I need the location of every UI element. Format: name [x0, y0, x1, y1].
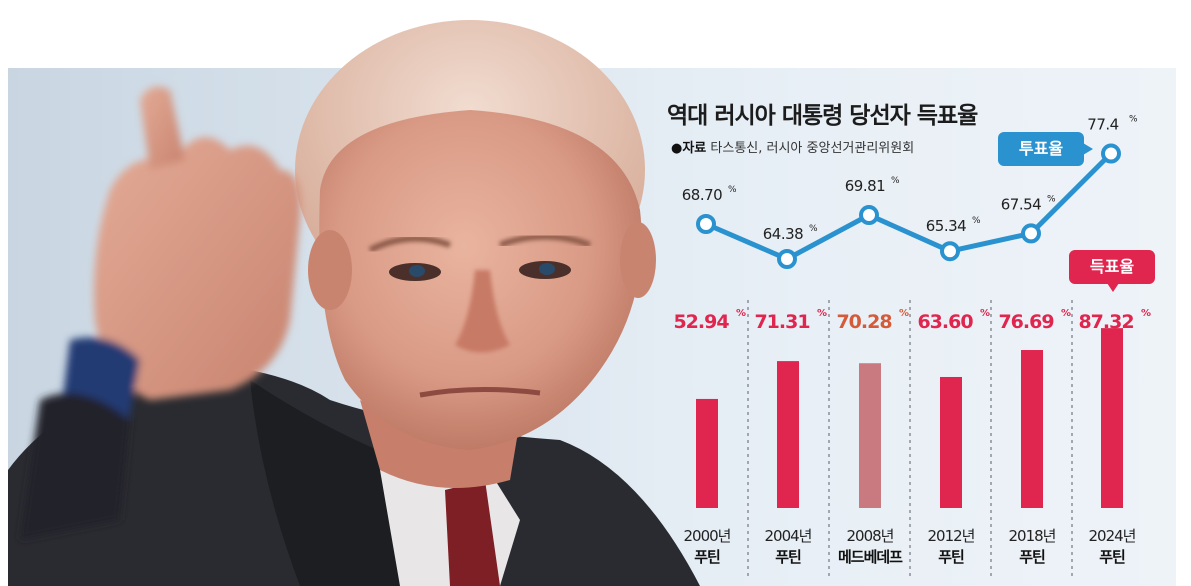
bar-1 [777, 361, 799, 508]
winner-label-4: 푸틴 [1019, 548, 1045, 566]
column-separators [747, 300, 1073, 578]
turnout-label-4: 67.54 [1001, 195, 1041, 213]
year-label-2: 2008년 [847, 527, 894, 545]
turnout-point-2 [859, 205, 879, 226]
bar-label-1: 71.31 [754, 311, 809, 333]
bar-label-unit-5: % [1141, 308, 1151, 319]
bar-4 [1021, 350, 1043, 508]
turnout-label-2: 69.81 [845, 177, 885, 195]
turnout-line [696, 143, 1121, 269]
turnout-label-unit-3: % [972, 216, 981, 226]
turnout-label-1: 64.38 [763, 225, 803, 243]
year-label-5: 2024년 [1089, 527, 1136, 545]
bar-label-4: 76.69 [998, 311, 1053, 333]
bar-label-unit-0: % [736, 308, 746, 319]
winner-label-5: 푸틴 [1099, 548, 1125, 566]
source-label: ●자료 [671, 141, 707, 156]
chart-source: ●자료 타스통신, 러시아 중앙선거관리위원회 [671, 137, 914, 156]
source-text: 타스통신, 러시아 중앙선거관리위원회 [710, 141, 915, 156]
bar-2 [859, 363, 881, 508]
bar-label-unit-4: % [1061, 308, 1071, 319]
year-label-3: 2012년 [928, 527, 975, 545]
turnout-label-0: 68.70 [682, 186, 722, 204]
winner-label-2: 메드베데프 [838, 548, 903, 566]
turnout-point-4 [1021, 223, 1041, 244]
turnout-label-unit-4: % [1047, 194, 1056, 204]
turnout-label-unit-0: % [728, 185, 737, 195]
winner-label-0: 푸틴 [694, 548, 720, 566]
chart-title: 역대 러시아 대통령 당선자 득표율 [667, 103, 978, 129]
turnout-label-unit-1: % [809, 224, 818, 234]
legend-vote-share-badge: 득표율 [1069, 250, 1155, 292]
bar-label-unit-2: % [899, 308, 909, 319]
turnout-label-3: 65.34 [926, 217, 966, 235]
year-label-4: 2018년 [1009, 527, 1056, 545]
turnout-polyline [705, 151, 1113, 262]
bar-label-5: 87.32 [1078, 311, 1133, 333]
year-label-0: 2000년 [684, 527, 731, 545]
bar-5 [1101, 328, 1123, 508]
portrait-photo [8, 20, 700, 586]
turnout-point-0 [696, 214, 716, 234]
bar-label-unit-1: % [817, 308, 827, 319]
turnout-point-3 [940, 241, 960, 262]
turnout-point-5 [1101, 143, 1121, 164]
bar-0 [696, 398, 718, 508]
winner-label-1: 푸틴 [775, 548, 801, 566]
turnout-label-unit-5: % [1129, 115, 1138, 125]
bar-3 [940, 376, 962, 508]
turnout-point-1 [777, 248, 797, 269]
turnout-label-5: 77.4 [1087, 116, 1118, 134]
bar-label-3: 63.60 [917, 311, 973, 333]
winner-label-3: 푸틴 [938, 548, 964, 566]
turnout-labels: 68.70 % 64.38 % 69.81 % 65.34 % 67.54 % 77.4% [682, 115, 1138, 243]
year-label-1: 2004년 [765, 527, 812, 545]
vote-share-labels: 52.94% 71.31% 70.28% 63.60% 76.69% 87.32% [673, 308, 1151, 333]
bar-label-2: 70.28 [836, 311, 892, 333]
bar-label-0: 52.94 [673, 311, 729, 333]
turnout-label-unit-2: % [891, 176, 900, 186]
bar-label-unit-3: % [980, 308, 990, 319]
legend-turnout-badge: 투표율 [998, 132, 1093, 166]
vote-share-bars [696, 328, 1123, 508]
